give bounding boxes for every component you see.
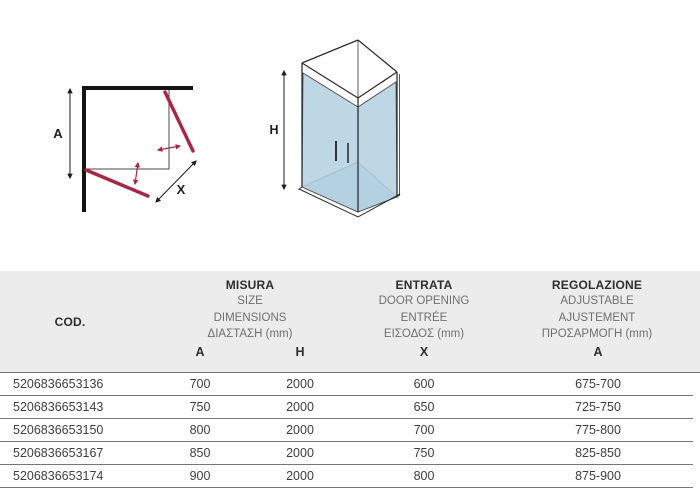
cell-cod: 5206836653143 [13, 400, 104, 414]
table-row: 5206836653136 700 2000 600 675-700 [0, 373, 693, 396]
cell-cod: 5206836653136 [13, 377, 104, 391]
group-subtitle: ENTRÉE [400, 311, 448, 324]
group-subtitle: ΠΡΟΣΑΡΜΟΓΗ (mm) [541, 327, 653, 340]
cell-dimension-a: 700 [189, 377, 211, 391]
cell-door-opening-x: 750 [413, 446, 435, 460]
column-header-cod: COD. [54, 314, 86, 329]
cell-door-opening-x: 650 [413, 400, 435, 414]
subcolumn-header-x: X [419, 345, 429, 359]
subcolumn-header-h: H [295, 345, 305, 359]
table-row: 5206836653143 750 2000 650 725-750 [0, 396, 693, 419]
group-title: ENTRATA [395, 278, 453, 292]
cell-cod: 5206836653150 [13, 423, 104, 437]
group-subtitle: SIZE [237, 295, 263, 308]
cell-dimension-h: 2000 [286, 446, 314, 460]
table-row: 5206836653167 850 2000 750 825-850 [0, 442, 693, 465]
door-panel-right [163, 90, 195, 153]
table-body: 5206836653136 700 2000 600 675-700 52068… [0, 373, 693, 488]
dimension-label-a: A [53, 126, 63, 141]
subcolumn-header-adjustable-a: A [593, 345, 603, 359]
group-subtitle: DIMENSIONS [213, 311, 287, 324]
cell-dimension-a: 850 [189, 446, 211, 460]
group-title: REGOLAZIONE [551, 278, 643, 292]
glass-door-left [301, 72, 359, 213]
group-subtitle: DOOR OPENING [378, 295, 470, 308]
column-group-misura: MISURA SIZE DIMENSIONS ΔΙΑΣΤΑΣΗ (mm) [150, 277, 350, 342]
cell-dimension-a: 750 [189, 400, 211, 414]
table-row: 5206836653174 900 2000 800 875-900 [0, 465, 693, 488]
door-swing-arrow-right [156, 144, 182, 152]
top-rim-frame [301, 39, 398, 99]
cell-dimension-a: 900 [189, 469, 211, 483]
cell-dimension-a: 800 [189, 423, 211, 437]
isometric-3d-diagram: H [269, 39, 401, 218]
column-group-entrata: ENTRATA DOOR OPENING ENTRÉE ΕΙΣΟΔΟΣ (mm) [334, 277, 514, 342]
cell-dimension-h: 2000 [286, 423, 314, 437]
cell-adjustable-range: 675-700 [575, 377, 621, 391]
cell-dimension-h: 2000 [286, 377, 314, 391]
table-row: 5206836653150 800 2000 700 775-800 [0, 419, 693, 442]
glass-door-right [357, 81, 398, 213]
cell-cod: 5206836653167 [13, 446, 104, 460]
cell-adjustable-range: 725-750 [575, 400, 621, 414]
base-tray-outline [297, 186, 401, 218]
enclosure-outline [83, 87, 170, 170]
dimension-arrow-x [155, 160, 197, 203]
door-swing-arrow-bottom [132, 161, 141, 186]
dimension-label-h: H [269, 123, 278, 137]
group-title: MISURA [225, 278, 275, 292]
cell-door-opening-x: 600 [413, 377, 435, 391]
group-subtitle: ΕΙΣΟΔΟΣ (mm) [383, 327, 465, 340]
door-panel-bottom [84, 168, 150, 198]
cell-adjustable-range: 875-900 [575, 469, 621, 483]
top-view-diagram: A X [53, 86, 197, 212]
group-subtitle: AJUSTEMENT [558, 311, 636, 324]
column-group-regolazione: REGOLAZIONE ADJUSTABLE AJUSTEMENT ΠΡΟΣΑΡ… [487, 277, 700, 342]
cell-adjustable-range: 825-850 [575, 446, 621, 460]
cell-door-opening-x: 700 [413, 423, 435, 437]
dimension-label-x: X [177, 182, 186, 197]
group-subtitle: ΔΙΑΣΤΑΣΗ (mm) [207, 327, 293, 340]
cell-door-opening-x: 800 [413, 469, 435, 483]
cell-dimension-h: 2000 [286, 400, 314, 414]
cell-dimension-h: 2000 [286, 469, 314, 483]
cell-cod: 5206836653174 [13, 469, 104, 483]
subcolumn-header-a: A [195, 345, 205, 359]
table-header: COD. MISURA SIZE DIMENSIONS ΔΙΑΣΤΑΣΗ (mm… [0, 271, 700, 373]
cell-adjustable-range: 775-800 [575, 423, 621, 437]
group-subtitle: ADJUSTABLE [560, 295, 634, 308]
